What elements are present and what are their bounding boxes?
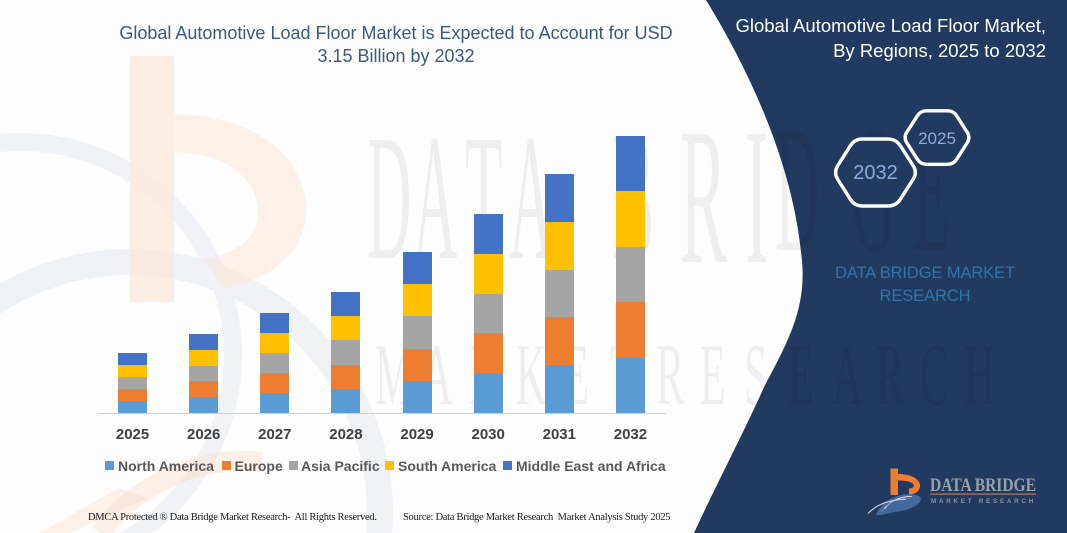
- svg-text:MARKET RESEARCH: MARKET RESEARCH: [931, 498, 1036, 505]
- svg-text:2025: 2025: [918, 129, 956, 148]
- svg-text:2032: 2032: [853, 162, 898, 184]
- svg-text:E: E: [700, 325, 726, 423]
- svg-text:R: R: [680, 88, 727, 305]
- svg-text:R: R: [656, 325, 684, 423]
- svg-text:K: K: [516, 325, 547, 423]
- svg-text:I: I: [745, 88, 768, 305]
- svg-text:DATA BRIDGE: DATA BRIDGE: [930, 475, 1036, 496]
